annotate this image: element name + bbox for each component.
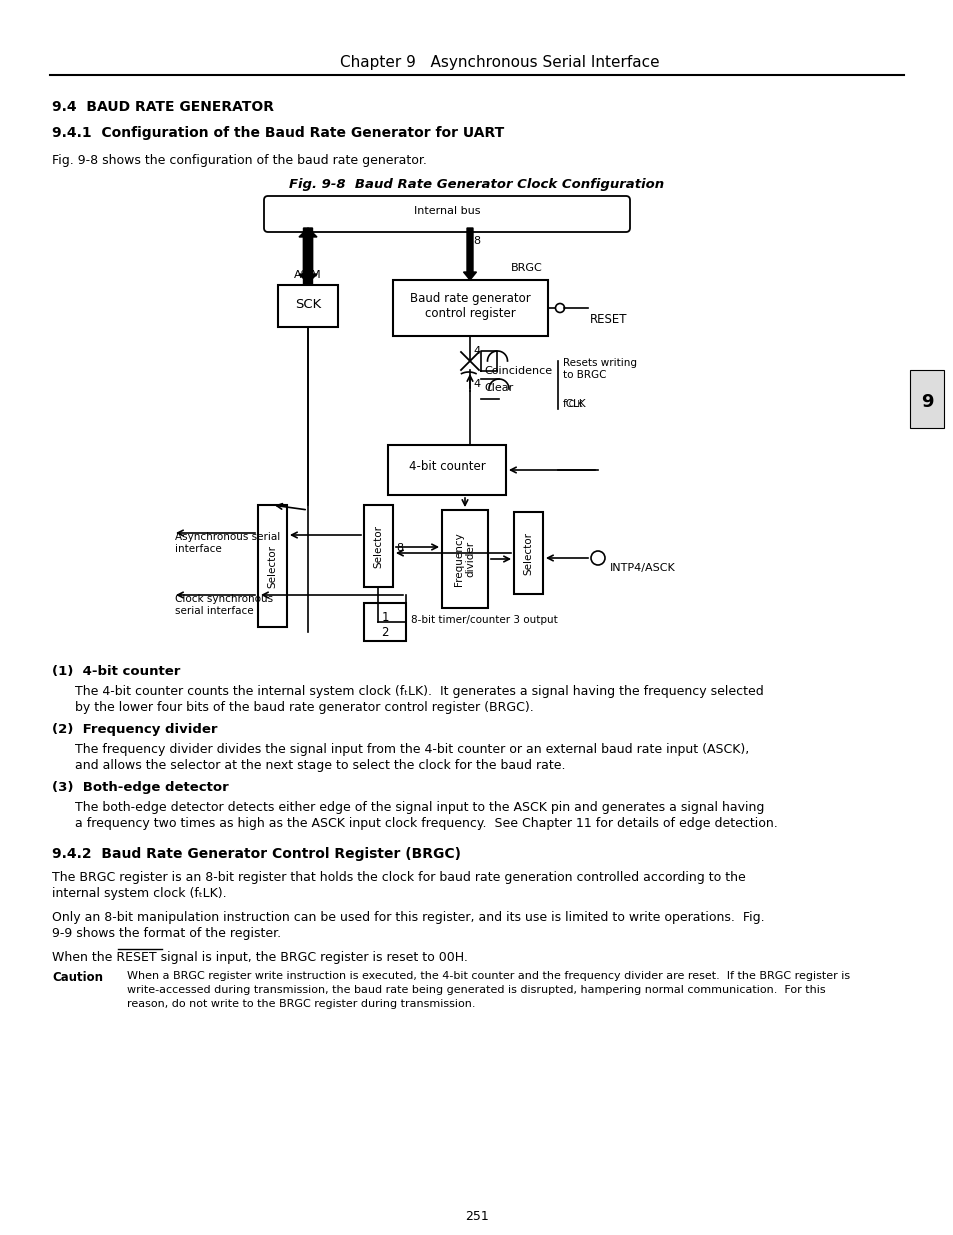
Text: Caution: Caution <box>52 971 103 984</box>
Text: Fig. 9-8  Baud Rate Generator Clock Configuration: Fig. 9-8 Baud Rate Generator Clock Confi… <box>289 178 664 191</box>
Text: (2)  Frequency divider: (2) Frequency divider <box>52 722 217 736</box>
Text: Clock synchronous
serial interface: Clock synchronous serial interface <box>174 594 273 615</box>
Text: INTP4/ASCK: INTP4/ASCK <box>609 563 675 573</box>
Text: (3)  Both-edge detector: (3) Both-edge detector <box>52 781 229 794</box>
Text: Clear: Clear <box>483 383 513 393</box>
Text: The both-edge detector detects either edge of the signal input to the ASCK pin a: The both-edge detector detects either ed… <box>75 802 763 814</box>
Text: The 4-bit counter counts the internal system clock (fₜLK).  It generates a signa: The 4-bit counter counts the internal sy… <box>75 685 763 698</box>
Text: Resets writing
to BRGC: Resets writing to BRGC <box>562 358 637 379</box>
Text: Only an 8-bit manipulation instruction can be used for this register, and its us: Only an 8-bit manipulation instruction c… <box>52 911 763 924</box>
Text: Frequency
divider: Frequency divider <box>454 532 476 585</box>
Text: When a BRGC register write instruction is executed, the 4-bit counter and the fr: When a BRGC register write instruction i… <box>127 971 849 981</box>
Text: Selector: Selector <box>267 545 276 588</box>
Text: 4: 4 <box>473 379 479 389</box>
Text: BRGC: BRGC <box>511 263 542 273</box>
FancyArrow shape <box>298 228 316 283</box>
FancyBboxPatch shape <box>277 285 337 327</box>
Text: a frequency two times as high as the ASCK input clock frequency.  See Chapter 11: a frequency two times as high as the ASC… <box>75 818 777 830</box>
Text: fCLK: fCLK <box>562 399 586 409</box>
Text: 9.4  BAUD RATE GENERATOR: 9.4 BAUD RATE GENERATOR <box>52 100 274 114</box>
FancyBboxPatch shape <box>393 280 547 336</box>
Text: Chapter 9   Asynchronous Serial Interface: Chapter 9 Asynchronous Serial Interface <box>340 56 659 70</box>
FancyBboxPatch shape <box>909 370 943 429</box>
Text: When the RESET signal is input, the BRGC register is reset to 00H.: When the RESET signal is input, the BRGC… <box>52 951 467 965</box>
Text: 9-9 shows the format of the register.: 9-9 shows the format of the register. <box>52 927 281 940</box>
Text: Selector: Selector <box>522 531 533 574</box>
Text: CLK: CLK <box>568 400 583 409</box>
Text: 8-bit timer/counter 3 output: 8-bit timer/counter 3 output <box>411 615 558 625</box>
Text: by the lower four bits of the baud rate generator control register (BRGC).: by the lower four bits of the baud rate … <box>75 701 533 714</box>
FancyBboxPatch shape <box>264 196 629 232</box>
Text: 4-bit counter: 4-bit counter <box>408 459 485 473</box>
FancyBboxPatch shape <box>441 510 488 608</box>
Text: RESET: RESET <box>589 312 627 326</box>
FancyBboxPatch shape <box>514 513 542 594</box>
FancyBboxPatch shape <box>257 505 287 627</box>
Text: 8: 8 <box>395 543 403 553</box>
FancyArrow shape <box>463 228 476 280</box>
Text: Selector: Selector <box>373 525 382 568</box>
Text: ASIM: ASIM <box>294 270 321 280</box>
Text: 9.4.2  Baud Rate Generator Control Register (BRGC): 9.4.2 Baud Rate Generator Control Regist… <box>52 847 460 861</box>
Text: 9: 9 <box>920 393 932 411</box>
Text: Baud rate generator
control register: Baud rate generator control register <box>409 291 530 320</box>
Text: The frequency divider divides the signal input from the 4-bit counter or an exte: The frequency divider divides the signal… <box>75 743 748 756</box>
FancyBboxPatch shape <box>388 445 505 495</box>
Text: 1
2: 1 2 <box>381 611 388 638</box>
Text: and allows the selector at the next stage to select the clock for the baud rate.: and allows the selector at the next stag… <box>75 760 565 772</box>
Text: (1)  4-bit counter: (1) 4-bit counter <box>52 664 180 678</box>
Text: 8: 8 <box>473 236 479 246</box>
Text: Fig. 9-8 shows the configuration of the baud rate generator.: Fig. 9-8 shows the configuration of the … <box>52 154 426 167</box>
Text: reason, do not write to the BRGC register during transmission.: reason, do not write to the BRGC registe… <box>127 999 475 1009</box>
Text: 4: 4 <box>473 346 479 356</box>
Text: The BRGC register is an 8-bit register that holds the clock for baud rate genera: The BRGC register is an 8-bit register t… <box>52 871 745 884</box>
Text: Asynchronous serial
interface: Asynchronous serial interface <box>174 532 280 553</box>
Text: Internal bus: Internal bus <box>414 206 479 216</box>
FancyArrow shape <box>298 228 316 284</box>
Text: 9.4.1  Configuration of the Baud Rate Generator for UART: 9.4.1 Configuration of the Baud Rate Gen… <box>52 126 504 140</box>
Text: 251: 251 <box>465 1210 488 1223</box>
FancyBboxPatch shape <box>364 505 393 587</box>
Text: write-accessed during transmission, the baud rate being generated is disrupted, : write-accessed during transmission, the … <box>127 986 824 995</box>
Text: Coincidence: Coincidence <box>483 366 552 375</box>
Text: internal system clock (fₜLK).: internal system clock (fₜLK). <box>52 887 227 900</box>
FancyBboxPatch shape <box>364 603 406 641</box>
Text: SCK: SCK <box>294 298 321 311</box>
